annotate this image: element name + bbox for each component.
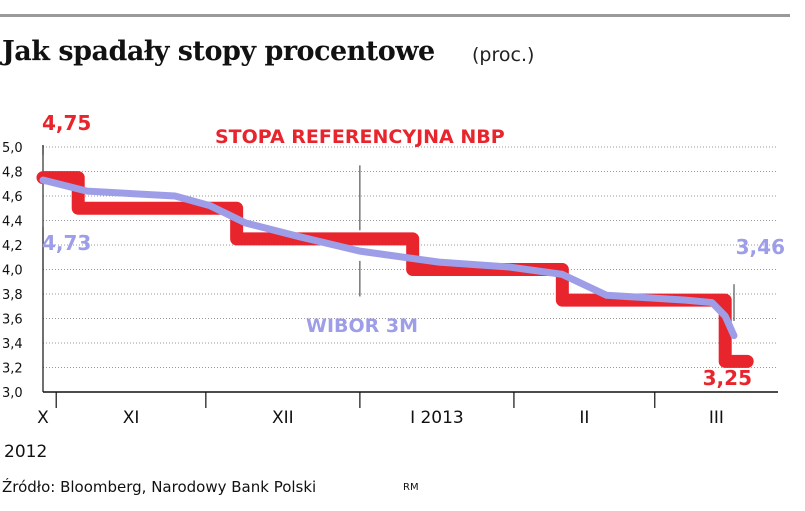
- chart-unit: (proc.): [472, 44, 535, 66]
- y-tick-label: 3,2: [2, 362, 23, 377]
- y-tick-label: 4,2: [2, 239, 23, 254]
- line-chart: 3,0 3,2 3,4 3,6 3,8 4,0 4,2 4,4 4,6 4,8 5,0 X XI XII I…: [2, 111, 785, 462]
- x-category-label: I 2013: [410, 408, 464, 428]
- y-tick-label: 3,8: [2, 288, 23, 303]
- series-line-ref: [36, 171, 754, 368]
- value-annotation: 3,25: [703, 366, 752, 390]
- x-category-label: II: [579, 408, 589, 428]
- y-tick-label: 3,0: [2, 386, 23, 401]
- x-category-label: XI: [123, 408, 140, 428]
- series-label-wibor: WIBOR 3M: [306, 315, 418, 337]
- x-year-label: 2012: [4, 442, 47, 462]
- value-annotation: 4,75: [42, 111, 91, 135]
- series-line-wibor: [39, 176, 738, 340]
- chart-title: Jak spadały stopy procentowe: [2, 36, 435, 67]
- source-note: Źródło: Bloomberg, Narodowy Bank Polski: [2, 478, 317, 496]
- top-rule: [0, 14, 790, 17]
- y-tick-label: 4,4: [2, 215, 23, 230]
- y-tick-label: 3,4: [2, 337, 23, 352]
- y-tick-label: 4,0: [2, 264, 23, 279]
- value-annotation: 4,73: [42, 231, 91, 255]
- x-category-label: III: [709, 408, 724, 428]
- series-label-ref: STOPA REFERENCYJNA NBP: [215, 126, 505, 148]
- value-annotation: 3,46: [736, 235, 785, 259]
- y-tick-label: 5,0: [2, 141, 23, 156]
- y-tick-label: 4,8: [2, 166, 23, 181]
- author-initials: RM: [403, 482, 419, 493]
- x-category-label: X: [37, 408, 49, 428]
- y-tick-label: 3,6: [2, 313, 23, 328]
- x-category-label: XII: [272, 408, 294, 428]
- y-tick-label: 4,6: [2, 190, 23, 205]
